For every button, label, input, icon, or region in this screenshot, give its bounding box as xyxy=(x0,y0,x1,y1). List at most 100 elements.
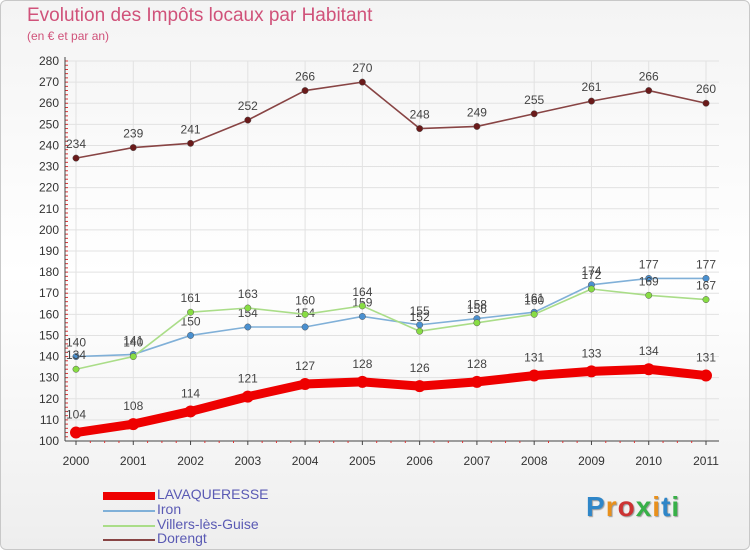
x-tick-label: 2008 xyxy=(521,454,548,468)
data-label: 174 xyxy=(581,264,601,278)
data-label: 104 xyxy=(66,408,86,422)
logo-letter: i xyxy=(652,491,662,522)
x-tick-label: 2003 xyxy=(234,454,261,468)
y-tick-label: 190 xyxy=(39,244,59,258)
data-label: 248 xyxy=(410,108,430,122)
data-label: 161 xyxy=(524,291,544,305)
data-point xyxy=(700,369,712,382)
y-tick-label: 160 xyxy=(39,307,59,321)
legend-swatch xyxy=(103,539,155,541)
x-tick-label: 2004 xyxy=(292,454,319,468)
data-label: 172 xyxy=(581,268,601,282)
y-tick-label: 100 xyxy=(39,434,59,448)
y-tick-label: 260 xyxy=(39,96,59,110)
data-label: 260 xyxy=(696,82,716,96)
data-label: 266 xyxy=(639,70,659,84)
data-label: 252 xyxy=(238,99,258,113)
x-tick-label: 2001 xyxy=(120,454,147,468)
data-label: 156 xyxy=(467,302,487,316)
logo-letter: t xyxy=(661,491,672,522)
x-tick-label: 2011 xyxy=(693,454,719,468)
data-label: 134 xyxy=(66,348,86,362)
data-label: 126 xyxy=(410,361,430,375)
data-label: 249 xyxy=(467,105,487,119)
data-point xyxy=(72,154,80,162)
data-label: 161 xyxy=(181,291,201,305)
x-tick-label: 2007 xyxy=(464,454,491,468)
data-point xyxy=(642,363,655,376)
y-tick-label: 280 xyxy=(39,54,59,68)
series-dorengt: 234 239 241 252 266 270 248 249 255 261 266 260 xyxy=(66,61,716,162)
data-label: 150 xyxy=(181,314,201,328)
series-lavaqueresse: 104 108 114 121 127 128 126 128 131 133 134 131 xyxy=(66,344,716,439)
data-point xyxy=(530,110,538,118)
x-tick-label: 2009 xyxy=(578,454,605,468)
series-line xyxy=(75,277,707,358)
data-point xyxy=(473,122,481,130)
data-point xyxy=(413,380,426,393)
data-point xyxy=(187,331,194,339)
data-point xyxy=(244,304,252,312)
data-point xyxy=(358,302,366,310)
data-label: 128 xyxy=(467,357,487,371)
legend-swatch xyxy=(103,525,155,527)
data-point xyxy=(70,426,82,439)
data-label: 158 xyxy=(467,298,487,312)
legend-swatch xyxy=(103,492,155,500)
x-tick-label: 2005 xyxy=(349,454,376,468)
y-tick-label: 210 xyxy=(39,202,59,216)
chart-subtitle: (en € et par an) xyxy=(27,29,110,43)
series-line xyxy=(75,288,707,371)
data-label: 155 xyxy=(410,304,430,318)
x-tick-label: 2002 xyxy=(177,454,204,468)
data-label: 167 xyxy=(696,279,716,293)
data-label: 164 xyxy=(352,285,372,299)
data-label: 255 xyxy=(524,93,544,107)
y-tick-label: 130 xyxy=(39,371,59,385)
series: 1401411501541541591551581611741771771341… xyxy=(66,61,716,439)
y-tick-label: 120 xyxy=(39,392,59,406)
data-point xyxy=(588,97,595,105)
logo-letter: i xyxy=(671,491,681,522)
data-point xyxy=(702,296,710,304)
grid xyxy=(65,60,719,442)
data-point xyxy=(416,327,424,335)
y-tick-label: 200 xyxy=(39,223,59,237)
data-label: 152 xyxy=(410,310,430,324)
data-label: 266 xyxy=(295,70,315,84)
series-line xyxy=(71,364,711,438)
data-label: 121 xyxy=(238,372,258,386)
data-point xyxy=(528,369,541,382)
data-label: 154 xyxy=(238,306,258,320)
data-point xyxy=(129,353,137,361)
data-point xyxy=(356,375,369,388)
data-label: 270 xyxy=(352,61,372,75)
y-tick-label: 240 xyxy=(39,138,59,152)
data-point xyxy=(72,365,80,373)
logo-letter: o xyxy=(617,491,636,522)
data-point xyxy=(645,291,653,299)
chart-title: Evolution des Impôts locaux par Habitant xyxy=(27,5,373,26)
data-label: 163 xyxy=(238,287,258,301)
logo-letter: P xyxy=(586,491,606,522)
y-tick-label: 250 xyxy=(39,117,59,131)
data-point xyxy=(588,285,595,293)
data-label: 160 xyxy=(524,293,544,307)
y-tick-label: 270 xyxy=(39,75,59,89)
legend-label: LAVAQUERESSE xyxy=(157,486,269,502)
data-label: 160 xyxy=(295,293,315,307)
y-tick-label: 110 xyxy=(40,413,59,427)
data-label: 133 xyxy=(581,346,601,360)
series-line xyxy=(75,81,707,159)
data-point xyxy=(645,87,653,95)
data-label: 108 xyxy=(123,399,143,413)
y-tick-label: 150 xyxy=(39,328,59,342)
data-label: 239 xyxy=(123,127,143,141)
data-point xyxy=(184,405,197,418)
x-tick-label: 2006 xyxy=(406,454,433,468)
data-point xyxy=(416,125,424,133)
data-point xyxy=(358,78,366,86)
